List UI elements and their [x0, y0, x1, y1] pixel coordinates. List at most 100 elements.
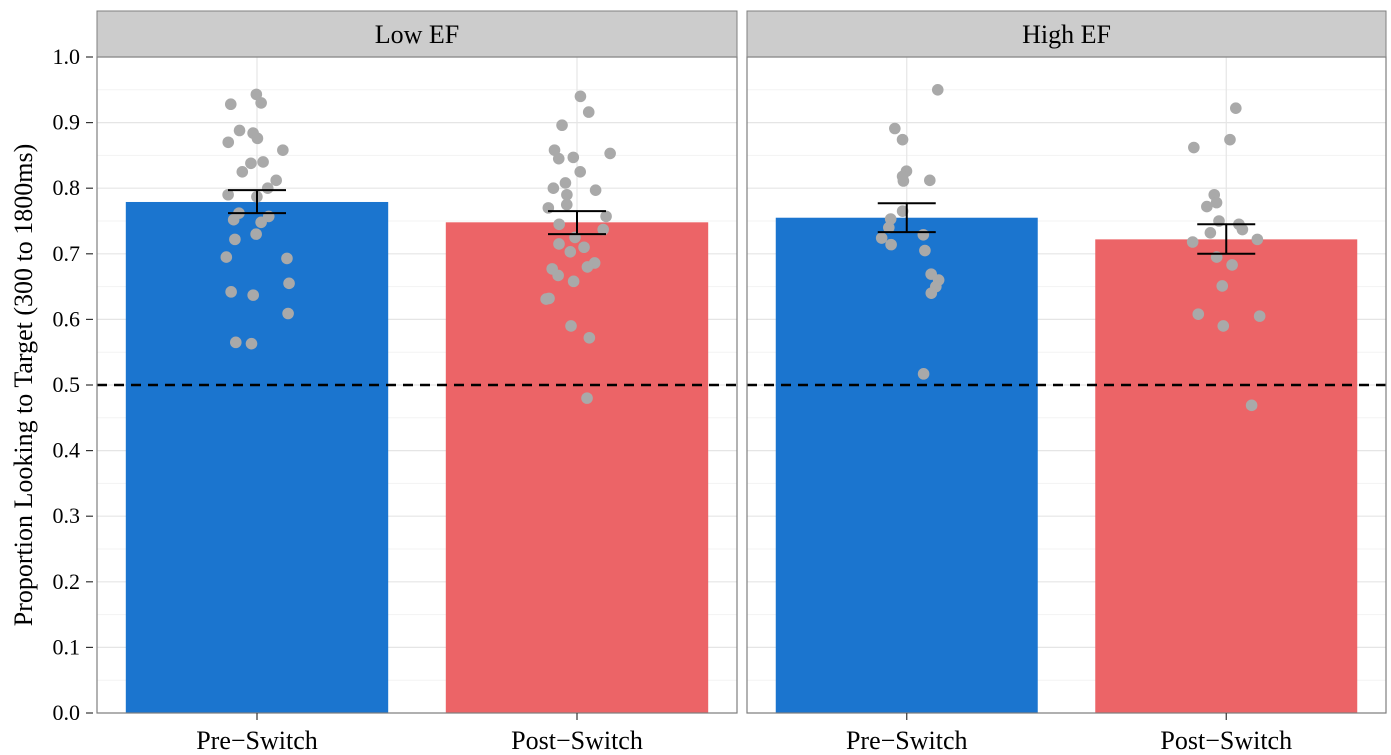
data-point	[604, 147, 616, 160]
data-point	[270, 174, 282, 187]
x-tick-label: Pre−Switch	[846, 726, 968, 755]
data-point	[896, 133, 909, 146]
panel-high-ef: High EF Pre−Switch Post−Switch	[746, 10, 1387, 755]
y-tick-label: 0.7	[53, 241, 81, 266]
data-point	[1188, 141, 1200, 154]
data-point	[250, 228, 262, 240]
data-point	[561, 188, 573, 201]
panel-strip	[96, 10, 738, 58]
data-point	[222, 136, 235, 149]
error-bar	[228, 189, 286, 215]
data-point	[1226, 259, 1238, 271]
y-tick-label: 1.0	[53, 44, 81, 69]
error-bar	[877, 202, 936, 234]
data-point	[552, 152, 565, 165]
data-point	[917, 368, 930, 380]
data-point	[247, 289, 259, 301]
data-point	[1245, 399, 1258, 412]
data-point	[245, 337, 258, 350]
y-tick-label: 0.6	[53, 306, 81, 331]
x-tick-label: Post−Switch	[511, 726, 643, 755]
data-point	[281, 252, 293, 265]
data-point	[552, 269, 564, 282]
data-point	[1186, 236, 1199, 248]
data-point	[581, 261, 594, 273]
panel-border	[746, 56, 1387, 714]
data-point	[582, 106, 595, 118]
data-point	[567, 275, 580, 288]
data-point	[581, 392, 593, 404]
data-point	[574, 90, 587, 103]
data-point	[1192, 308, 1205, 320]
data-point	[225, 286, 237, 298]
data-point	[255, 97, 267, 109]
panels: Low EF Pre−Switch Post−Switch High EF Pre−Sw…	[96, 10, 1387, 755]
data-point	[574, 166, 587, 178]
data-point	[917, 228, 930, 241]
panel-strip-label: High EF	[1022, 20, 1111, 49]
y-tick-label: 0.5	[53, 372, 81, 397]
x-tick-label: Pre−Switch	[196, 726, 318, 755]
data-point	[257, 156, 269, 168]
data-point	[251, 132, 264, 145]
data-point	[600, 210, 612, 223]
y-tick-label: 0.1	[53, 634, 81, 659]
data-point	[889, 122, 901, 135]
data-point	[224, 98, 237, 111]
error-bar	[548, 210, 606, 236]
data-point	[547, 182, 560, 194]
data-point	[556, 119, 568, 132]
data-point	[924, 174, 936, 187]
data-point	[578, 241, 590, 254]
data-point	[560, 198, 573, 211]
data-point	[1230, 102, 1242, 114]
data-point	[564, 246, 577, 258]
y-tick-label: 0.2	[53, 569, 81, 594]
data-point	[277, 144, 289, 156]
data-point	[1201, 200, 1213, 213]
data-point	[1216, 280, 1229, 292]
data-point	[540, 293, 552, 305]
panel-strip-label: Low EF	[375, 20, 460, 49]
y-tick-label: 0.8	[53, 175, 81, 200]
data-point	[896, 205, 909, 217]
data-point	[1210, 196, 1223, 209]
data-point	[919, 244, 931, 257]
data-point	[282, 307, 294, 320]
data-point	[589, 184, 602, 196]
y-tick-label: 0.9	[53, 110, 81, 135]
data-point	[885, 238, 897, 251]
bar-post-switch	[1095, 239, 1358, 714]
data-point	[1217, 320, 1230, 332]
data-point	[1204, 227, 1217, 239]
panel-strip	[746, 10, 1387, 58]
data-point	[597, 223, 610, 236]
data-point	[220, 251, 233, 263]
x-tick-label: Post−Switch	[1160, 726, 1292, 755]
data-point	[1224, 133, 1236, 146]
data-point	[229, 233, 241, 246]
data-point	[925, 287, 938, 299]
data-point	[1236, 223, 1249, 236]
data-point	[222, 188, 234, 201]
data-point	[227, 213, 240, 226]
data-point	[931, 84, 944, 96]
error-bar	[1197, 223, 1256, 255]
y-tick-label: 0.4	[53, 438, 81, 463]
y-tick-label: 0.3	[53, 503, 81, 528]
bar-post-switch	[445, 222, 709, 713]
data-point	[553, 238, 565, 250]
y-axis-title: Proportion Looking to Target (300 to 180…	[9, 144, 38, 627]
data-point	[236, 166, 249, 178]
panel-border	[96, 56, 738, 714]
data-point	[567, 151, 580, 164]
data-point	[229, 336, 242, 349]
data-point	[553, 218, 565, 231]
data-point	[261, 182, 274, 194]
data-point	[883, 221, 895, 234]
y-axis: 0.0 0.1 0.2 0.3 0.4 0.5 0.6 0.7 0.8 0.9 1.0	[53, 44, 93, 725]
data-point	[875, 232, 888, 244]
bar-pre-switch	[775, 217, 1038, 713]
data-point	[233, 124, 246, 137]
